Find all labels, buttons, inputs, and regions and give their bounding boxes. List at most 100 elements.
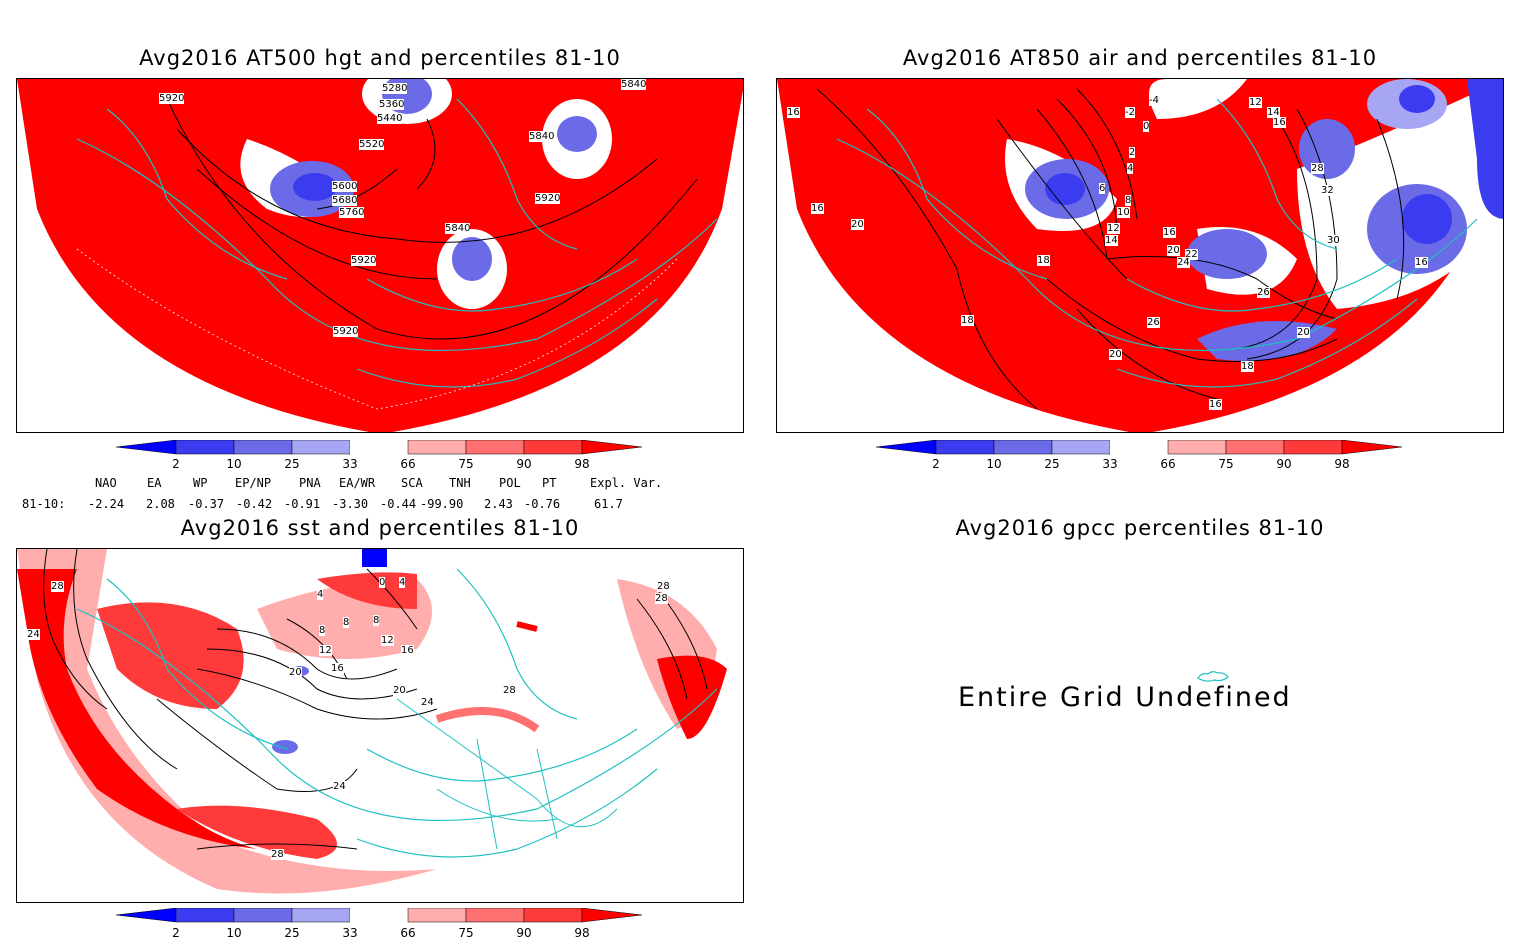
index-value: -0.76 (524, 497, 561, 511)
colorbar-tick: 33 (342, 926, 357, 940)
contour-label: 16 (811, 203, 824, 214)
contour-label: 28 (655, 593, 668, 604)
contour-label: 5520 (359, 139, 385, 150)
undefined-grid-message: Entire Grid Undefined (958, 682, 1292, 713)
contour-label: -2 (1125, 107, 1135, 118)
colorbar-tick: 10 (226, 926, 241, 940)
index-value: -2.24 (88, 497, 125, 511)
map-panel-500hgt: 5280 5360 5440 5520 5600 5680 5760 5840 … (16, 78, 744, 433)
colorbar-tick: 33 (342, 457, 357, 471)
index-value: 2.08 (146, 497, 175, 511)
panel-3-title: Avg2016 sst and percentiles 81-10 (180, 516, 580, 540)
contour-label: 18 (961, 315, 974, 326)
contour-label: 12 (1107, 223, 1120, 234)
contour-label: 8 (373, 615, 380, 626)
colorbar-tick: 75 (458, 926, 473, 940)
contour-label: 10 (1117, 207, 1130, 218)
contour-label: 14 (1267, 107, 1280, 118)
colorbar-tick: 25 (284, 926, 299, 940)
contour-label: 5840 (529, 131, 555, 142)
colorbar-tick: 33 (1102, 457, 1117, 471)
colorbar-tick: 90 (516, 457, 531, 471)
contour-label: 4 (399, 577, 406, 588)
colorbar-tick: 75 (458, 457, 473, 471)
contour-label: 28 (51, 581, 64, 592)
contour-label: 5920 (351, 255, 377, 266)
contour-label: 20 (1167, 245, 1180, 256)
index-header: PT (542, 476, 557, 490)
contour-label: 24 (333, 781, 346, 792)
contour-label: 18 (1037, 255, 1050, 266)
contour-label: 5920 (535, 193, 561, 204)
index-header: TNH (449, 476, 471, 490)
colorbar-tick: 25 (284, 457, 299, 471)
colorbar-panel-3: 2 10 25 33 66 75 90 98 (116, 908, 643, 940)
index-value: -99.90 (420, 497, 464, 511)
contour-label: 16 (401, 645, 414, 656)
map-500hgt-graphic (17, 79, 743, 432)
contour-label: 0 (1143, 121, 1150, 132)
contour-label: 5440 (377, 113, 403, 124)
panel-1-title: Avg2016 AT500 hgt and percentiles 81-10 (139, 46, 621, 70)
contour-label: 20 (1109, 349, 1122, 360)
contour-label: 5760 (339, 207, 365, 218)
contour-label: 5280 (382, 83, 408, 94)
index-value: -0.91 (284, 497, 321, 511)
index-header: EA (147, 476, 162, 490)
colorbar-tick: 90 (1276, 457, 1291, 471)
contour-label: 24 (1177, 257, 1190, 268)
contour-label: 5360 (379, 99, 405, 110)
index-value: -0.44 (380, 497, 417, 511)
contour-label: 26 (1257, 287, 1270, 298)
index-header: EP/NP (235, 476, 272, 490)
colorbar-tick: 2 (932, 457, 940, 471)
colorbar-tick: 25 (1044, 457, 1059, 471)
contour-label: 4 (317, 589, 324, 600)
index-header: PNA (299, 476, 321, 490)
contour-label: 8 (319, 625, 326, 636)
index-header: Expl. Var. (590, 476, 663, 490)
contour-label: 20 (1297, 327, 1310, 338)
panel-4-title: Avg2016 gpcc percentiles 81-10 (955, 516, 1325, 540)
contour-label: 32 (1321, 185, 1334, 196)
colorbar-tick: 90 (516, 926, 531, 940)
colorbar-tick: 66 (400, 926, 415, 940)
contour-label: 16 (331, 663, 344, 674)
index-value: 61.7 (594, 497, 623, 511)
contour-label: 16 (1415, 257, 1428, 268)
contour-label: 5600 (332, 181, 358, 192)
colorbar-tick: 98 (574, 926, 589, 940)
island-outline-icon (1197, 671, 1229, 682)
contour-label: 8 (343, 617, 350, 628)
contour-label: 2 (1129, 147, 1136, 158)
map-panel-sst: 28 24 28 28 24 0 4 4 8 8 8 12 12 16 16 2… (16, 548, 744, 903)
colorbar-tick: 66 (400, 457, 415, 471)
contour-label: 12 (319, 645, 332, 656)
contour-label: 20 (289, 667, 302, 678)
contour-label: 8 (1125, 195, 1132, 206)
contour-label: 24 (421, 697, 434, 708)
index-header: WP (193, 476, 208, 490)
contour-label: 5840 (445, 223, 471, 234)
contour-label: 20 (393, 685, 406, 696)
contour-label: 16 (787, 107, 800, 118)
map-sst-graphic (17, 549, 743, 902)
colorbar-tick: 10 (226, 457, 241, 471)
panel-2-title: Avg2016 AT850 air and percentiles 81-10 (902, 46, 1378, 70)
index-header: SCA (401, 476, 423, 490)
contour-label: 5840 (621, 79, 647, 90)
colorbar-panel-2: 2 10 25 33 66 75 90 98 (876, 440, 1403, 471)
contour-label: 5680 (332, 195, 358, 206)
contour-label: 12 (1249, 97, 1262, 108)
index-value: -3.30 (332, 497, 369, 511)
colorbar-tick: 2 (172, 926, 180, 940)
colorbar-panel-1: 2 10 25 33 66 75 90 98 (116, 440, 643, 471)
contour-label: 16 (1273, 117, 1286, 128)
contour-label: 28 (657, 581, 670, 592)
colorbar-tick: 75 (1218, 457, 1233, 471)
contour-label: 18 (1241, 361, 1254, 372)
contour-label: 5920 (159, 93, 185, 104)
colorbar-tick: 10 (986, 457, 1001, 471)
contour-label: 5920 (333, 326, 359, 337)
contour-label: 16 (1209, 399, 1222, 410)
